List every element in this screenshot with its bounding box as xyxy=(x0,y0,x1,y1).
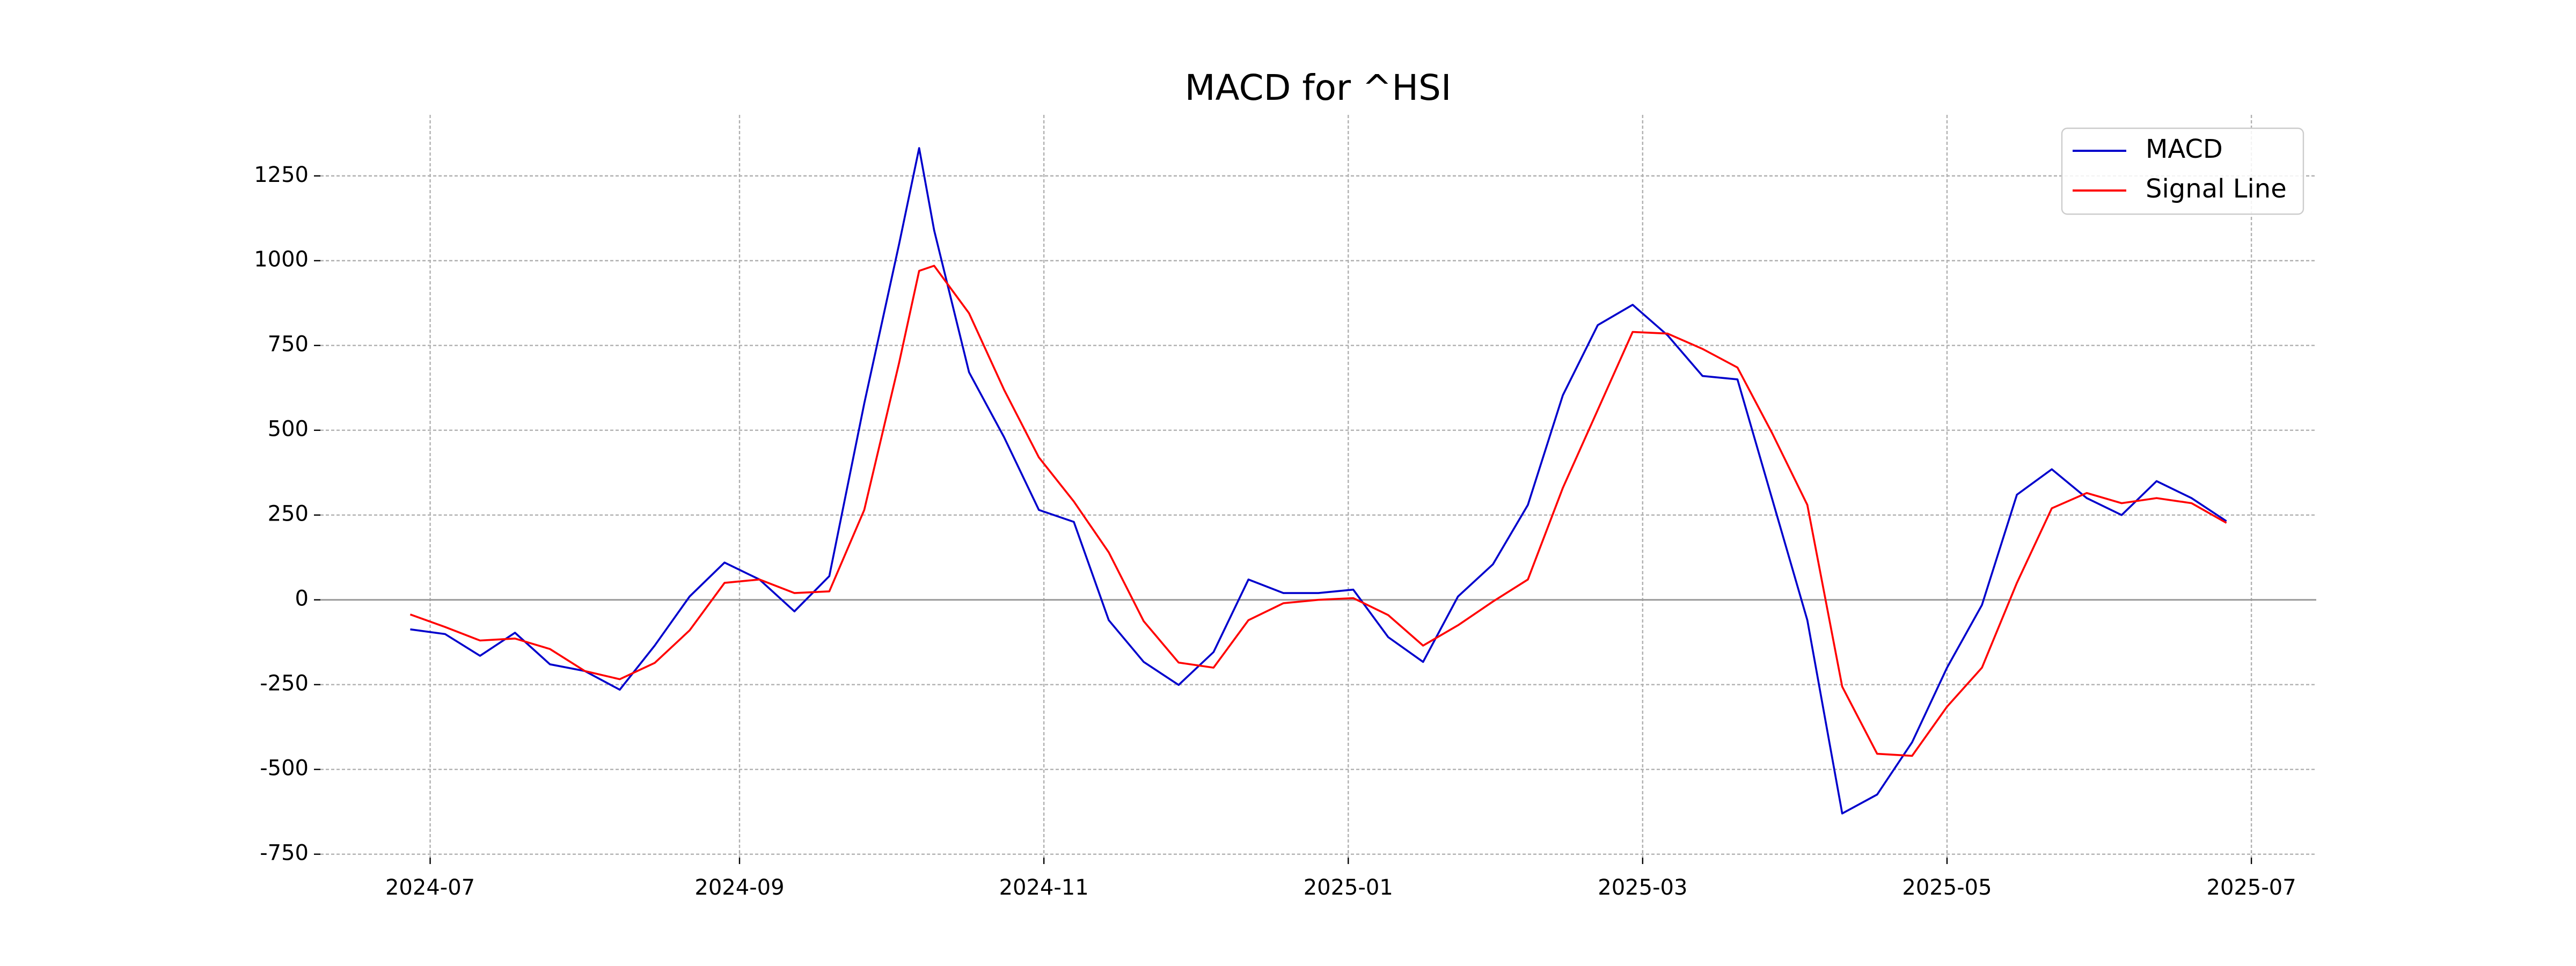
y-tick-label: 500 xyxy=(268,417,309,442)
series-line xyxy=(410,147,2227,815)
y-tick-label: 0 xyxy=(295,587,309,611)
x-tick-label: 2025-07 xyxy=(2207,875,2296,900)
x-tick-label: 2025-05 xyxy=(1902,875,1992,900)
y-tick-label: 1000 xyxy=(254,247,309,272)
x-tick-label: 2025-03 xyxy=(1598,875,1687,900)
y-tick-label: 250 xyxy=(268,502,309,526)
x-tick-label: 2025-01 xyxy=(1304,875,1393,900)
x-tick-label: 2024-07 xyxy=(385,875,475,900)
chart-title: MACD for ^HSI xyxy=(1185,67,1452,108)
y-tick-label: 1250 xyxy=(254,163,309,187)
x-tick-label: 2024-09 xyxy=(694,875,784,900)
y-tick-label: -250 xyxy=(260,671,309,696)
x-tick-label: 2024-11 xyxy=(999,875,1089,900)
y-tick-label: -750 xyxy=(260,841,309,866)
y-tick-label: -500 xyxy=(260,756,309,781)
legend-label: MACD xyxy=(2146,134,2223,164)
series-line xyxy=(409,265,2227,757)
y-tick-label: 750 xyxy=(268,332,309,357)
legend-label: Signal Line xyxy=(2146,174,2287,204)
